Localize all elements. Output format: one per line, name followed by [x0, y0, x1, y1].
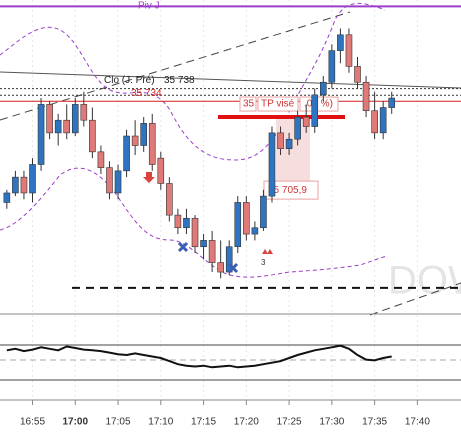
target-prefix: 35 — [243, 99, 255, 110]
candle-body — [362, 81, 370, 112]
candle-body — [89, 119, 96, 153]
candle-body — [208, 240, 216, 263]
candle-body — [97, 151, 105, 168]
target-box — [257, 96, 299, 112]
candle-body — [123, 135, 130, 172]
pivot-label: Piv J — [138, 0, 160, 11]
trend-line — [0, 71, 461, 89]
upper-band — [0, 2, 386, 161]
candle-body — [3, 192, 11, 203]
close-prev-name: Clo (J. Pré) — [104, 75, 155, 86]
candle-body — [311, 94, 319, 127]
candle-body — [20, 176, 28, 194]
candle-body — [328, 50, 336, 83]
candle-body — [268, 132, 276, 197]
target-zone — [276, 117, 310, 191]
entry-label: 35 705,9 — [268, 185, 307, 196]
candle-body — [54, 119, 62, 134]
trend-line — [369, 282, 461, 316]
candle-body — [29, 164, 36, 194]
candle-body — [388, 97, 396, 108]
x-axis: 16:55 17:00 17:05 17:10 17:15 17:20 17:25 17:30… — [20, 400, 430, 428]
last-label: 35 734 — [131, 88, 162, 99]
candle-body — [71, 104, 79, 134]
candle-body — [174, 214, 182, 229]
candle-body — [285, 138, 293, 149]
candle-body — [200, 240, 207, 248]
oscillator-line — [6, 344, 392, 369]
x-tick-label: 17:15 — [191, 417, 216, 428]
candle-body — [157, 157, 165, 184]
candle-body — [148, 123, 156, 165]
x-tick-label: 17:20 — [234, 417, 259, 428]
candle-body — [131, 135, 139, 146]
x-tick-label: 17:10 — [148, 417, 173, 428]
candle-body — [371, 110, 378, 134]
target-suffix: .07 %) — [304, 99, 333, 110]
x-tick-label: 17:00 — [62, 417, 88, 428]
candle-body — [302, 116, 310, 127]
sell-marker — [143, 172, 155, 183]
target-box — [239, 96, 257, 112]
target-box — [299, 96, 339, 112]
watermark: DOW — [388, 259, 461, 303]
candle-body — [354, 66, 361, 83]
candle-body — [114, 170, 122, 194]
candle-body — [251, 227, 259, 235]
x-tick-label: 17:25 — [277, 417, 302, 428]
candle-body — [319, 81, 327, 96]
cross-marker — [227, 262, 239, 274]
candle-body — [379, 107, 387, 134]
candles — [3, 28, 396, 279]
trend-line — [0, 11, 351, 121]
candle-body — [260, 195, 267, 229]
oscillator — [6, 344, 392, 369]
candle-body — [294, 116, 301, 140]
candle-body — [12, 176, 19, 194]
target-label: TP visé — [261, 99, 295, 110]
cross-marker — [177, 241, 189, 253]
candle-body — [166, 183, 173, 216]
x-tick-label: 17:40 — [405, 417, 430, 428]
candle-body — [106, 167, 113, 194]
signal-count: 3 — [261, 258, 266, 267]
candle-body — [183, 217, 190, 229]
candle-body — [191, 217, 199, 248]
candle-body — [80, 104, 88, 121]
candle-body — [345, 34, 353, 67]
candle-body — [140, 123, 147, 146]
x-tick-label: 17:05 — [106, 417, 131, 428]
entry-box — [263, 180, 319, 200]
x-tick-label: 17:35 — [362, 417, 387, 428]
buy-marker — [262, 249, 273, 254]
candle-body — [243, 202, 250, 235]
x-tick-label: 16:55 — [20, 417, 45, 428]
candle-body — [234, 202, 242, 248]
x-tick-label: 17:30 — [319, 417, 344, 428]
candle-body — [46, 104, 53, 134]
candle-body — [217, 262, 224, 273]
candle-body — [277, 132, 284, 149]
close-prev-label: 35 738 — [164, 75, 195, 86]
candle-body — [63, 119, 71, 134]
candle-body — [37, 104, 45, 165]
candle-body — [337, 34, 344, 51]
grid — [32, 0, 418, 400]
